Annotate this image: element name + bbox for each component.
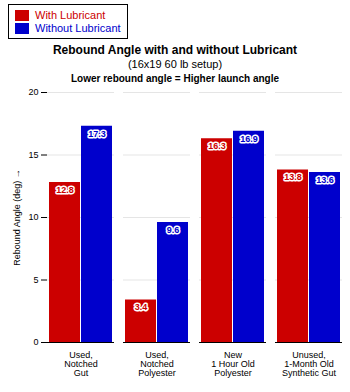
html-text:Rebound Angle with and without: Rebound Angle with and without Lubricant [52, 43, 298, 57]
svg-text:New1 Hour OldPolyester: New1 Hour OldPolyester [211, 350, 255, 378]
svg-text:0: 0 [33, 337, 38, 347]
html-text:Without Lubricant: Without Lubricant [35, 22, 121, 34]
svg-text:Used,NotchedGut: Used,NotchedGut [64, 350, 98, 378]
svg-text:10: 10 [28, 212, 38, 222]
html-text:Lower rebound angle = Higher l: Lower rebound angle = Higher launch angl… [71, 73, 279, 84]
svg-text:13.6: 13.6 [316, 175, 334, 185]
svg-text:17.3: 17.3 [88, 129, 106, 139]
svg-text:9.6: 9.6 [167, 225, 180, 235]
svg-text:16.9: 16.9 [240, 134, 258, 144]
svg-text:Rebound Angle (deg) →: Rebound Angle (deg) → [12, 169, 22, 266]
svg-text:3.4: 3.4 [135, 302, 148, 312]
svg-text:13.8: 13.8 [284, 172, 302, 182]
html-text:With Lubricant: With Lubricant [35, 9, 106, 21]
svg-text:5: 5 [33, 275, 38, 285]
html-text:(16x19 60 lb setup): (16x19 60 lb setup) [127, 58, 223, 70]
svg-text:20: 20 [28, 87, 38, 97]
svg-text:12.8: 12.8 [56, 185, 74, 195]
svg-text:Unused,1-Month OldSynthetic Gu: Unused,1-Month OldSynthetic Gut [282, 350, 337, 378]
svg-text:15: 15 [28, 150, 38, 160]
svg-text:16.3: 16.3 [208, 141, 226, 151]
svg-text:Used,NotchedPolyester: Used,NotchedPolyester [138, 350, 176, 378]
